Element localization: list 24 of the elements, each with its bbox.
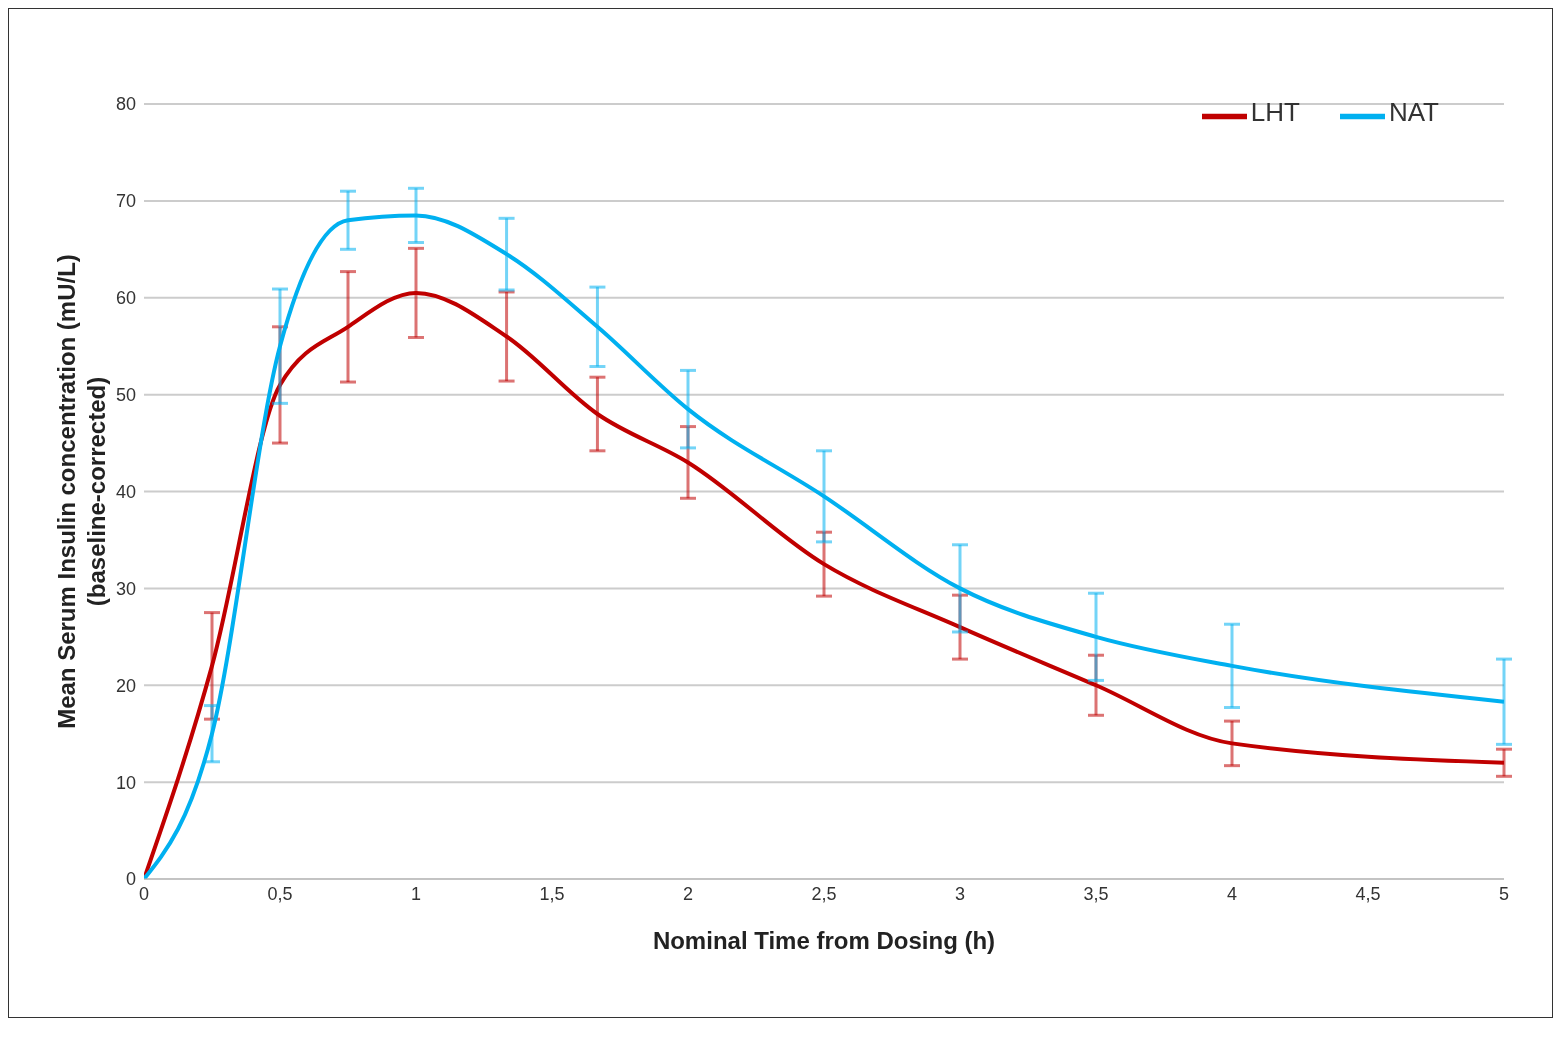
legend-label: LHT xyxy=(1250,96,1300,127)
x-axis-title: Nominal Time from Dosing (h) xyxy=(652,927,996,954)
y-tick-label: 40 xyxy=(115,481,136,502)
x-tick-label: 3,5 xyxy=(1083,883,1109,904)
y-tick-label: 10 xyxy=(115,772,136,793)
y-tick-label: 30 xyxy=(115,578,136,599)
y-tick-label: 70 xyxy=(115,191,136,212)
y-axis-title: Mean Serum Insulin concentration (mU/L) (baseline-corrected) xyxy=(53,254,110,729)
y-tick-label: 50 xyxy=(115,385,136,406)
y-tick-label: 0 xyxy=(125,869,136,890)
x-tick-label: 2 xyxy=(682,883,694,904)
y-tick-label: 80 xyxy=(115,94,136,115)
x-tick-label: 5 xyxy=(1498,883,1510,904)
x-tick-label: 0,5 xyxy=(267,883,293,904)
y-tick-label: 20 xyxy=(115,675,136,696)
x-tick-label: 4,5 xyxy=(1355,883,1381,904)
x-tick-label: 1 xyxy=(410,883,422,904)
legend-label: NAT xyxy=(1388,96,1439,127)
y-tick-label: 60 xyxy=(115,288,136,309)
x-tick-label: 0 xyxy=(138,883,150,904)
x-tick-label: 2,5 xyxy=(811,883,837,904)
x-tick-label: 1,5 xyxy=(539,883,565,904)
x-tick-label: 3 xyxy=(954,883,966,904)
x-tick-label: 4 xyxy=(1226,883,1238,904)
